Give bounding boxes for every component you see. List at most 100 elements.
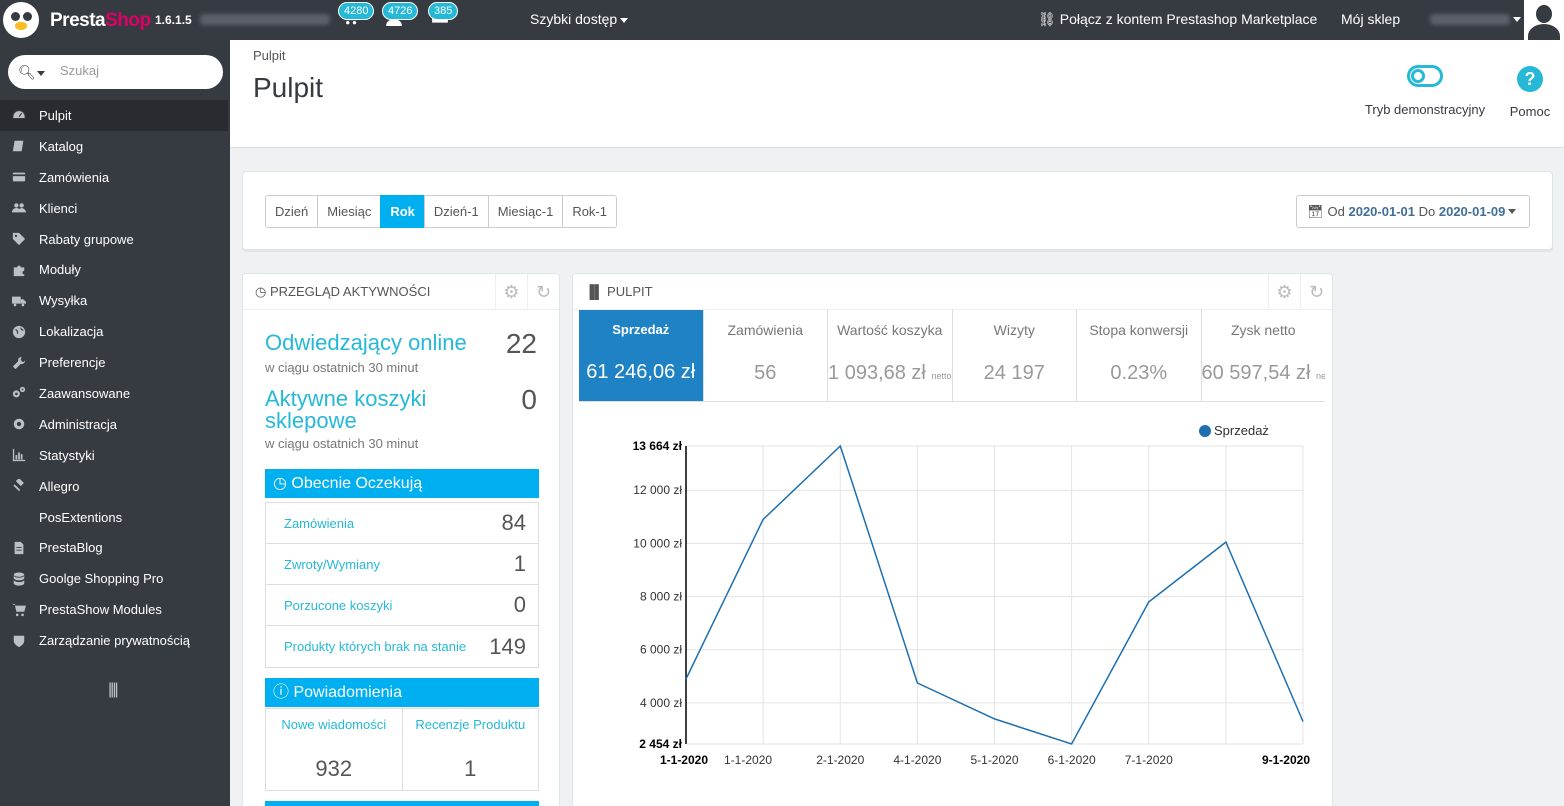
sidebar-item-label: Goolge Shopping Pro bbox=[39, 571, 164, 587]
gear-icon[interactable]: ⚙ bbox=[1268, 274, 1300, 310]
date-range-picker[interactable]: 📅︎ Od 2020-01-01 Do 2020-01-09 bbox=[1296, 195, 1530, 228]
collapse-sidebar-icon[interactable]: |||| bbox=[108, 681, 119, 698]
period-buttons: Dzień Miesiąc Rok Dzień-1 Miesiąc-1 Rok-… bbox=[265, 195, 617, 228]
search-input[interactable] bbox=[60, 63, 210, 78]
sidebar-item-statystyki[interactable]: Statystyki bbox=[0, 440, 230, 471]
active-carts-title[interactable]: Aktywne koszyki sklepowe bbox=[265, 388, 426, 432]
toggle-icon bbox=[1407, 65, 1443, 87]
demo-mode-label: Tryb demonstracyjny bbox=[1364, 102, 1486, 117]
sales-line-chart: 13 664 zł 12 000 zł 10 000 zł 8 000 zł 6 000… bbox=[633, 423, 1311, 767]
marketplace-connect-link[interactable]: ⛓ Połącz z kontem Prestashop Marketplace bbox=[1038, 11, 1317, 28]
pending-value: 0 bbox=[513, 592, 526, 617]
sidebar-item-privacy[interactable]: Zarządzanie prywatnością bbox=[0, 625, 230, 656]
help-button[interactable]: ? Pomoc bbox=[1505, 66, 1555, 119]
notifications-title: Powiadomienia bbox=[293, 684, 402, 701]
sidebar-item-rabaty[interactable]: Rabaty grupowe bbox=[0, 224, 230, 255]
y-tick-label: 6 000 zł bbox=[640, 643, 682, 657]
list-item[interactable]: Produkty których brak na stanie 149 bbox=[266, 626, 538, 667]
sidebar-item-administracja[interactable]: Administracja bbox=[0, 409, 230, 440]
active-carts-sub: w ciągu ostatnich 30 minut bbox=[265, 436, 419, 451]
dashboard-icon bbox=[10, 108, 28, 122]
sidebar-item-allegro[interactable]: Allegro bbox=[0, 471, 230, 502]
tab-value-text: 0.23% bbox=[1110, 362, 1168, 384]
y-tick-label: 10 000 zł bbox=[633, 536, 682, 550]
file-icon bbox=[10, 541, 28, 555]
sidebar-item-prestashow[interactable]: PrestaShow Modules bbox=[0, 594, 230, 625]
brand-name[interactable]: PrestaShop bbox=[50, 10, 151, 32]
chevron-down-icon bbox=[620, 17, 629, 23]
cart-icon bbox=[10, 603, 28, 617]
kpi-tabs: Sprzedaż 61 246,06 zł Zamówienia 56 Wartoś… bbox=[579, 310, 1325, 402]
search-icon[interactable]: 🔍︎ bbox=[18, 64, 45, 81]
sidebar-menu: Pulpit Katalog Zamówienia Klienci Rabaty… bbox=[0, 100, 230, 656]
activity-panel: ◷ Przegląd aktywności ⚙ ↻ Odwiedzający o… bbox=[242, 273, 560, 806]
pending-value: 1 bbox=[513, 551, 526, 576]
breadcrumb[interactable]: Pulpit bbox=[253, 48, 286, 63]
x-tick-label: 6-1-2020 bbox=[1048, 753, 1096, 767]
list-item[interactable]: Porzucone koszyki 0 bbox=[266, 585, 538, 626]
sidebar-item-lokalizacja[interactable]: Lokalizacja bbox=[0, 316, 230, 347]
tab-value: 56 bbox=[704, 362, 828, 385]
sidebar-item-posextentions[interactable]: PosExtentions bbox=[0, 502, 230, 533]
shop-url-blurred[interactable] bbox=[200, 14, 330, 25]
sidebar-item-zamowienia[interactable]: Zamówienia bbox=[0, 162, 230, 193]
sidebar-item-preferencje[interactable]: Preferencje bbox=[0, 347, 230, 378]
tab-label: Zysk netto bbox=[1230, 322, 1296, 338]
tab-net-profit[interactable]: Zysk netto 60 597,54 zł netto bbox=[1202, 310, 1326, 401]
demo-mode-toggle[interactable]: Tryb demonstracyjny bbox=[1360, 65, 1490, 117]
tab-conversion[interactable]: Stopa konwersji 0.23% bbox=[1077, 310, 1202, 401]
list-item[interactable]: Zamówienia 84 bbox=[266, 503, 538, 544]
sidebar: 🔍︎ Pulpit Katalog Zamówienia Klienci Rab… bbox=[0, 40, 230, 806]
avatar[interactable] bbox=[1524, 0, 1564, 40]
sidebar-item-prestablog[interactable]: PrestaBlog bbox=[0, 532, 230, 563]
period-prev-day-button[interactable]: Dzień-1 bbox=[423, 195, 489, 228]
tab-value: 60 597,54 zł netto bbox=[1202, 362, 1326, 385]
tab-orders[interactable]: Zamówienia 56 bbox=[704, 310, 828, 401]
sidebar-item-moduly[interactable]: Moduły bbox=[0, 254, 230, 285]
tab-value-text: 60 597,54 zł bbox=[1201, 362, 1311, 384]
period-year-button[interactable]: Rok bbox=[380, 195, 425, 228]
y-tick-label: 2 454 zł bbox=[639, 737, 682, 751]
chevron-down-icon[interactable] bbox=[1513, 17, 1521, 22]
legend-marker bbox=[1199, 425, 1211, 437]
my-shop-link[interactable]: Mój sklep bbox=[1341, 11, 1401, 27]
period-panel: Dzień Miesiąc Rok Dzień-1 Miesiąc-1 Rok-… bbox=[242, 171, 1553, 250]
period-month-button[interactable]: Miesiąc bbox=[317, 195, 382, 228]
refresh-icon[interactable]: ↻ bbox=[527, 274, 559, 310]
page-header: Pulpit Pulpit Tryb demonstracyjny ? Pomo… bbox=[230, 40, 1564, 148]
tab-label: Stopa konwersji bbox=[1089, 322, 1189, 338]
refresh-icon[interactable]: ↻ bbox=[1300, 274, 1332, 310]
product-reviews-cell[interactable]: Recenzje Produktu 1 bbox=[403, 709, 539, 790]
tab-cart-value[interactable]: Wartość koszyka 1 093,68 zł netto bbox=[828, 310, 953, 401]
list-item[interactable]: Zwroty/Wymiany 1 bbox=[266, 544, 538, 585]
wrench-icon bbox=[10, 356, 28, 370]
gear-icon[interactable]: ⚙ bbox=[495, 274, 527, 310]
pending-label: Porzucone koszyki bbox=[284, 597, 393, 613]
tab-value-text: 1 093,68 zł bbox=[828, 362, 926, 384]
active-carts-value: 0 bbox=[521, 384, 537, 415]
period-day-button[interactable]: Dzień bbox=[265, 195, 319, 228]
sidebar-item-wysylka[interactable]: Wysyłka bbox=[0, 285, 230, 316]
sidebar-item-label: PosExtentions bbox=[39, 509, 123, 525]
sidebar-item-klienci[interactable]: Klienci bbox=[0, 193, 230, 224]
pending-label: Zwroty/Wymiany bbox=[284, 556, 380, 572]
tab-sales[interactable]: Sprzedaż 61 246,06 zł bbox=[579, 310, 704, 401]
help-label: Pomoc bbox=[1509, 104, 1551, 119]
notification-label: Nowe wiadomości bbox=[281, 717, 387, 732]
sidebar-item-katalog[interactable]: Katalog bbox=[0, 131, 230, 162]
activity-title: Przegląd aktywności bbox=[269, 284, 431, 299]
sidebar-item-pulpit[interactable]: Pulpit bbox=[0, 100, 228, 131]
sidebar-item-zaawansowane[interactable]: Zaawansowane bbox=[0, 378, 230, 409]
period-prev-year-button[interactable]: Rok-1 bbox=[562, 195, 617, 228]
y-tick-label: 13 664 zł bbox=[633, 439, 683, 453]
quick-access-dropdown[interactable]: Szybki dostęp bbox=[530, 11, 629, 27]
new-messages-cell[interactable]: Nowe wiadomości 932 bbox=[266, 709, 403, 790]
bar-chart-icon: ▐▌ bbox=[585, 284, 604, 299]
period-prev-month-button[interactable]: Miesiąc-1 bbox=[487, 195, 564, 228]
prestashop-logo-icon[interactable] bbox=[3, 2, 39, 38]
sidebar-item-label: Pulpit bbox=[39, 107, 72, 123]
online-visitors-title[interactable]: Odwiedzający online bbox=[265, 330, 467, 355]
employee-name-blurred[interactable] bbox=[1430, 14, 1510, 25]
tab-visits[interactable]: Wizyty 24 197 bbox=[953, 310, 1077, 401]
sidebar-item-google-shopping[interactable]: Goolge Shopping Pro bbox=[0, 563, 230, 594]
